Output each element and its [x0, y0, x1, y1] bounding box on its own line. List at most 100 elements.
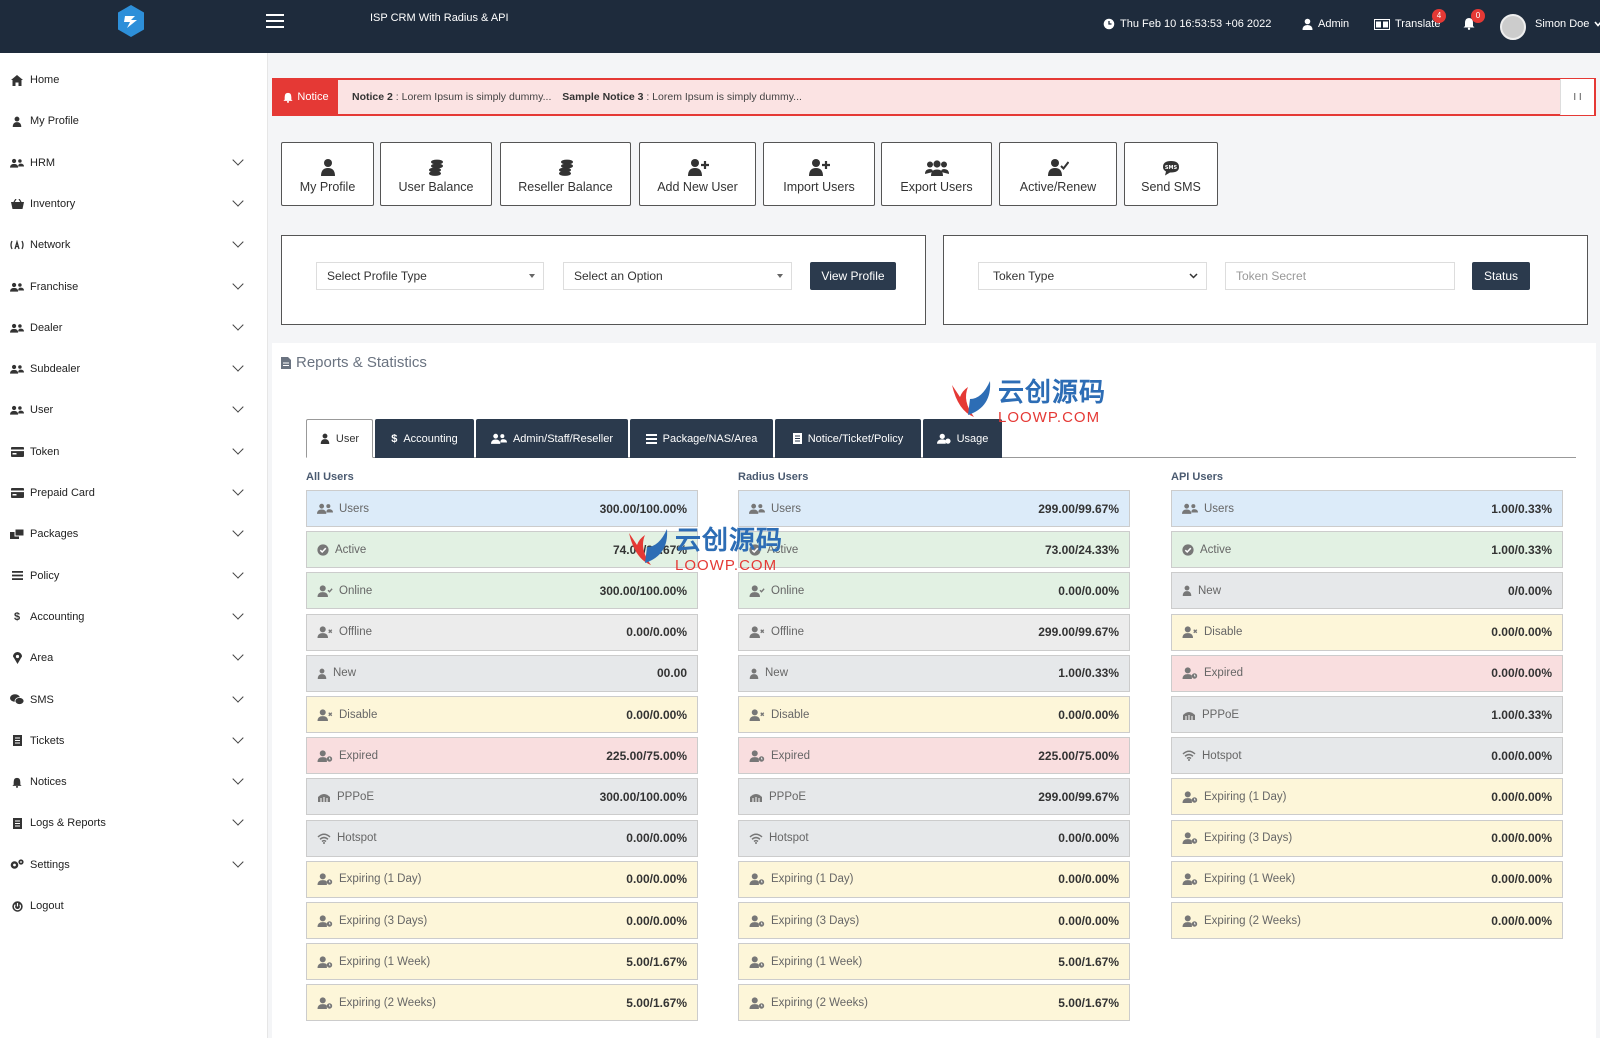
- stat-card[interactable]: New 1.00/0.33%: [738, 654, 1130, 692]
- import-users-button[interactable]: Import Users: [763, 142, 875, 206]
- stat-card[interactable]: Users 1.00/0.33%: [1171, 490, 1563, 527]
- stat-value: 0.00/0.00%: [1058, 583, 1119, 598]
- sidebar-item-franchise[interactable]: Franchise: [0, 277, 268, 297]
- stat-card[interactable]: Active 74.00/24.67%: [306, 531, 698, 569]
- stat-card[interactable]: Disable 0.00/0.00%: [1171, 613, 1563, 651]
- stat-card[interactable]: Users 299.00/99.67%: [738, 490, 1130, 527]
- stat-card[interactable]: Expiring (1 Week) 5.00/1.67%: [306, 943, 698, 981]
- menu-toggle-icon[interactable]: [266, 14, 284, 30]
- network-icon: [10, 240, 24, 250]
- stat-card[interactable]: Hotspot 0.00/0.00%: [738, 819, 1130, 857]
- stat-card[interactable]: Expiring (3 Days) 0.00/0.00%: [306, 902, 698, 939]
- users-icon: [10, 405, 24, 416]
- sidebar-item-logout[interactable]: Logout: [0, 896, 268, 916]
- stat-card[interactable]: PPPoE 299.00/99.67%: [738, 778, 1130, 816]
- sidebar-item-subdealer[interactable]: Subdealer: [0, 359, 268, 379]
- stat-value: 300.00/100.00%: [599, 501, 687, 516]
- stat-card[interactable]: Expired 0.00/0.00%: [1171, 654, 1563, 692]
- sidebar-item-token[interactable]: Token: [0, 442, 268, 462]
- stat-card[interactable]: Online 300.00/100.00%: [306, 572, 698, 610]
- sidebar: Home My Profile HRM Inventory Network Franchi…: [0, 53, 268, 1038]
- my-profile-button[interactable]: My Profile: [281, 142, 374, 206]
- sidebar-item-tickets[interactable]: Tickets: [0, 731, 268, 751]
- sidebar-item-logs-reports[interactable]: Logs & Reports: [0, 813, 268, 833]
- sidebar-item-sms[interactable]: SMS: [0, 690, 268, 710]
- reseller-balance-button[interactable]: Reseller Balance: [500, 142, 631, 206]
- stat-card[interactable]: Expiring (1 Day) 0.00/0.00%: [1171, 778, 1563, 816]
- stat-card[interactable]: Users 300.00/100.00%: [306, 490, 698, 527]
- stat-card[interactable]: Offline 0.00/0.00%: [306, 613, 698, 651]
- stat-card[interactable]: New 0/0.00%: [1171, 572, 1563, 610]
- stat-card[interactable]: Expiring (1 Week) 5.00/1.67%: [738, 943, 1130, 981]
- stat-card[interactable]: Offline 299.00/99.67%: [738, 613, 1130, 651]
- stat-card[interactable]: Expiring (1 Day) 0.00/0.00%: [306, 860, 698, 898]
- stat-card[interactable]: Expiring (3 Days) 0.00/0.00%: [738, 902, 1130, 939]
- stat-card[interactable]: Hotspot 0.00/0.00%: [1171, 737, 1563, 775]
- stat-card[interactable]: Expiring (1 Week) 0.00/0.00%: [1171, 860, 1563, 898]
- tab-usage[interactable]: Usage: [923, 419, 1002, 458]
- tab-package-nas-area[interactable]: Package/NAS/Area: [630, 419, 773, 458]
- stat-card[interactable]: Expiring (3 Days) 0.00/0.00%: [1171, 819, 1563, 857]
- stat-card[interactable]: Expiring (2 Weeks) 5.00/1.67%: [738, 984, 1130, 1022]
- sidebar-item-policy[interactable]: Policy: [0, 566, 268, 586]
- stat-card[interactable]: New 00.00: [306, 654, 698, 692]
- stat-card[interactable]: Active 73.00/24.33%: [738, 531, 1130, 569]
- token-type-select[interactable]: Token Type: [978, 262, 1207, 290]
- sidebar-item-inventory[interactable]: Inventory: [0, 194, 268, 214]
- stat-card[interactable]: Expiring (1 Day) 0.00/0.00%: [738, 860, 1130, 898]
- user-balance-button[interactable]: User Balance: [380, 142, 492, 206]
- stat-check-icon: [749, 544, 761, 556]
- profile-type-select[interactable]: Select Profile Type: [316, 262, 544, 290]
- stat-userclock-icon: [1182, 832, 1198, 845]
- tab-notice-ticket-policy[interactable]: Notice/Ticket/Policy: [775, 419, 921, 458]
- sidebar-item-hrm[interactable]: HRM: [0, 153, 268, 173]
- sidebar-item-settings[interactable]: Settings: [0, 855, 268, 875]
- sidebar-item-accounting[interactable]: $ Accounting: [0, 607, 268, 627]
- app-logo-icon[interactable]: [116, 4, 146, 38]
- stat-card[interactable]: Expiring (2 Weeks) 5.00/1.67%: [306, 984, 698, 1022]
- sidebar-item-area[interactable]: Area: [0, 648, 268, 668]
- sidebar-item-prepaid-card[interactable]: Prepaid Card: [0, 483, 268, 503]
- token-secret-input[interactable]: Token Secret: [1225, 262, 1455, 290]
- users-icon: [10, 364, 24, 374]
- translate-button[interactable]: Translate: [1374, 18, 1440, 30]
- view-profile-button[interactable]: View Profile: [810, 262, 896, 290]
- active-renew-button[interactable]: Active/Renew: [999, 142, 1117, 206]
- stat-card[interactable]: Expiring (2 Weeks) 0.00/0.00%: [1171, 902, 1563, 939]
- stat-card[interactable]: Online 0.00/0.00%: [738, 572, 1130, 610]
- stat-label: Offline: [771, 626, 805, 639]
- stat-label: New: [765, 667, 789, 680]
- pause-button[interactable]: I I: [1560, 79, 1594, 115]
- sidebar-item-my-profile[interactable]: My Profile: [0, 111, 268, 131]
- sidebar-item-user[interactable]: User: [0, 400, 268, 420]
- stat-card[interactable]: Disable 0.00/0.00%: [738, 696, 1130, 733]
- stat-card[interactable]: Active 1.00/0.33%: [1171, 531, 1563, 569]
- tab-user[interactable]: User: [306, 419, 373, 458]
- translate-label: Translate: [1395, 18, 1441, 30]
- send-sms-button[interactable]: SMS Send SMS: [1124, 142, 1218, 206]
- admin-link[interactable]: Admin: [1302, 18, 1349, 30]
- stat-card[interactable]: PPPoE 1.00/0.33%: [1171, 696, 1563, 733]
- user-menu[interactable]: Simon Doe: [1535, 18, 1600, 30]
- translate-icon: [1374, 18, 1390, 30]
- add-new-user-button[interactable]: Add New User: [639, 142, 756, 206]
- sidebar-item-notices[interactable]: Notices: [0, 772, 268, 792]
- stat-card[interactable]: Expired 225.00/75.00%: [738, 737, 1130, 775]
- status-button[interactable]: Status: [1472, 262, 1530, 290]
- stat-value: 5.00/1.67%: [626, 954, 687, 969]
- sidebar-item-home[interactable]: Home: [0, 70, 268, 90]
- avatar[interactable]: [1500, 14, 1526, 40]
- sidebar-item-dealer[interactable]: Dealer: [0, 318, 268, 338]
- option-select[interactable]: Select an Option: [563, 262, 792, 290]
- stat-card[interactable]: Disable 0.00/0.00%: [306, 696, 698, 733]
- stat-card[interactable]: Expired 225.00/75.00%: [306, 737, 698, 775]
- sidebar-item-network[interactable]: Network: [0, 235, 268, 255]
- export-users-button[interactable]: Export Users: [881, 142, 992, 206]
- tab-admin-staff-reseller[interactable]: Admin/Staff/Reseller: [476, 419, 628, 458]
- notice-marquee[interactable]: Notice 2 : Lorem Ipsum is simply dummy..…: [338, 91, 1560, 103]
- tab-accounting[interactable]: $ Accounting: [375, 419, 474, 458]
- stat-card[interactable]: Hotspot 0.00/0.00%: [306, 819, 698, 857]
- stat-card[interactable]: PPPoE 300.00/100.00%: [306, 778, 698, 816]
- sidebar-item-packages[interactable]: Packages: [0, 524, 268, 544]
- tab-label: Package/NAS/Area: [662, 432, 758, 445]
